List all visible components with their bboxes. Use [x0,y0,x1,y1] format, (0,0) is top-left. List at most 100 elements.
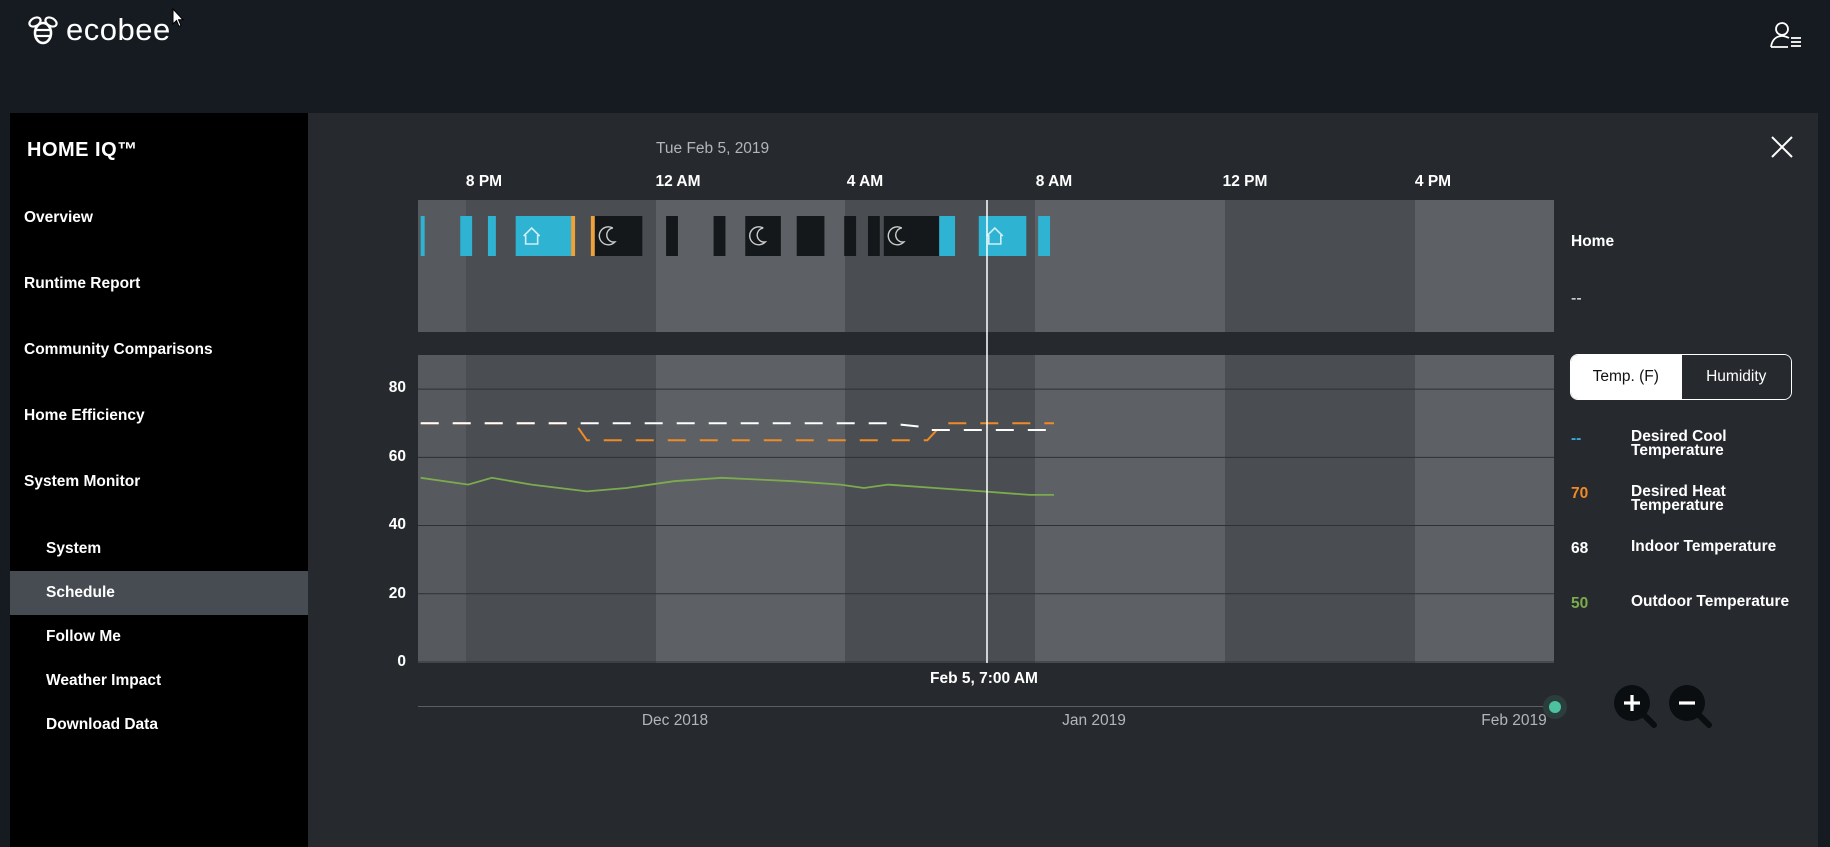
zoom-out-button[interactable] [1666,682,1712,728]
plot-band [418,355,466,663]
y-tick-label: 20 [388,585,406,602]
subnav-schedule[interactable]: Schedule [46,584,115,601]
schedule-block-rect [460,216,473,256]
home-icon [523,226,541,245]
schedule-band [1225,200,1415,332]
user-menu-button[interactable] [1770,20,1802,50]
home-icon [986,226,1004,245]
moon-icon [887,226,906,246]
close-icon [1771,136,1793,158]
schedule-block-sleep [713,216,726,256]
schedule-block-rect [844,216,857,256]
close-button[interactable] [1768,133,1796,161]
schedule-block-rect [713,216,726,256]
legend-item-desired-heat: 70 Desired Heat Temperature [1571,483,1791,514]
plot-band [466,355,656,663]
temp-toggle-option[interactable]: Temp. (F) [1571,355,1681,399]
y-tick-label: 60 [388,448,406,465]
moon-icon [749,226,768,246]
subnav-weather-impact[interactable]: Weather Impact [46,672,162,689]
subnav-download-data[interactable]: Download Data [46,716,158,733]
time-tick-label: 4 PM [1414,173,1452,190]
logo-text: ecobee [66,12,171,47]
schedule-block-home [939,216,956,256]
legend-name: Desired Heat Temperature [1631,483,1726,514]
schedule-block-sleep [745,216,781,256]
zoom-in-button[interactable] [1611,682,1657,728]
schedule-block-home [460,216,473,256]
schedule-block-away [571,216,576,256]
subnav-schedule-active-bg[interactable] [10,571,308,615]
ecobee-logo[interactable]: ecobee [26,12,171,48]
timeline-label: Jan 2019 [1062,712,1126,729]
schedule-block-rect [571,216,576,256]
nav-home-efficiency[interactable]: Home Efficiency [24,407,145,424]
legend-name: Indoor Temperature [1631,538,1777,555]
schedule-block-sleep [867,216,880,256]
schedule-block-home [515,216,572,256]
schedule-band [1035,200,1225,332]
schedule-block-home [1038,216,1051,256]
schedule-block-rect [867,216,880,256]
comfort-setting-label: Home [1571,233,1615,250]
schedule-chart[interactable] [418,200,1554,665]
unit-toggle[interactable]: Temp. (F) Humidity [1570,354,1792,400]
schedule-block-home [487,216,496,256]
humidity-toggle-option[interactable]: Humidity [1680,355,1791,399]
schedule-block-rect [1038,216,1051,256]
subnav-follow-me[interactable]: Follow Me [46,628,121,645]
timeline-label: Feb 2019 [1481,712,1547,729]
cursor-time-label: Feb 5, 7:00 AM [930,670,1038,687]
plot-band [656,355,845,663]
legend-value: 50 [1571,595,1589,612]
legend-item-indoor-temp: 68 Indoor Temperature [1571,538,1791,558]
plot-band [1225,355,1415,663]
time-tick-label: 12 AM [655,173,701,190]
legend-value: -- [1571,430,1582,447]
subnav-system[interactable]: System [46,540,102,557]
schedule-block-sleep [666,216,678,256]
nav-runtime-report[interactable]: Runtime Report [24,275,141,292]
schedule-block-rect [487,216,496,256]
timeline-handle[interactable] [1543,695,1567,719]
y-tick-label: 80 [388,379,406,396]
y-tick-label: 40 [388,516,406,533]
plot-band [1415,355,1554,663]
nav-overview[interactable]: Overview [24,209,93,226]
top-bar: ecobee [0,0,1830,112]
legend-name: Outdoor Temperature [1631,593,1790,610]
y-tick-label: 0 [397,653,406,670]
time-tick-label: 8 AM [1035,173,1073,190]
schedule-band [1415,200,1554,332]
zoom-in-icon [1614,685,1657,728]
schedule-block-rect [796,216,825,256]
schedule-block-rect [666,216,678,256]
time-tick-label: 12 PM [1222,173,1268,190]
nav-community-comparisons[interactable]: Community Comparisons [24,341,213,358]
plot-band [1035,355,1225,663]
schedule-block-home [978,216,1027,256]
timeline-label: Dec 2018 [641,712,709,729]
schedule-block-rect [420,216,425,256]
legend-value: 70 [1571,485,1589,502]
zoom-out-icon [1669,685,1712,728]
schedule-block-sleep [883,216,940,256]
timeline-track[interactable] [418,706,1553,707]
schedule-block-rect [939,216,956,256]
comfort-setting-value: -- [1571,290,1582,307]
mouse-pointer-icon [172,8,184,28]
schedule-block-rect [594,216,643,256]
legend-item-outdoor-temp: 50 Outdoor Temperature [1571,593,1791,613]
bee-icon [28,16,58,45]
time-tick-label: 8 PM [465,173,503,190]
series-outdoor-temperature [420,476,1054,496]
schedule-band [418,200,466,332]
user-menu-icon [1770,22,1801,48]
schedule-block-rect [590,216,595,256]
legend-item-desired-cool: -- Desired Cool Temperature [1571,429,1791,459]
sidebar-title: HOME IQ™ [27,139,138,161]
nav-system-monitor[interactable]: System Monitor [24,473,141,490]
schedule-block-rect [745,216,781,256]
legend-value: 68 [1571,540,1589,557]
schedule-block-sleep [594,216,643,256]
